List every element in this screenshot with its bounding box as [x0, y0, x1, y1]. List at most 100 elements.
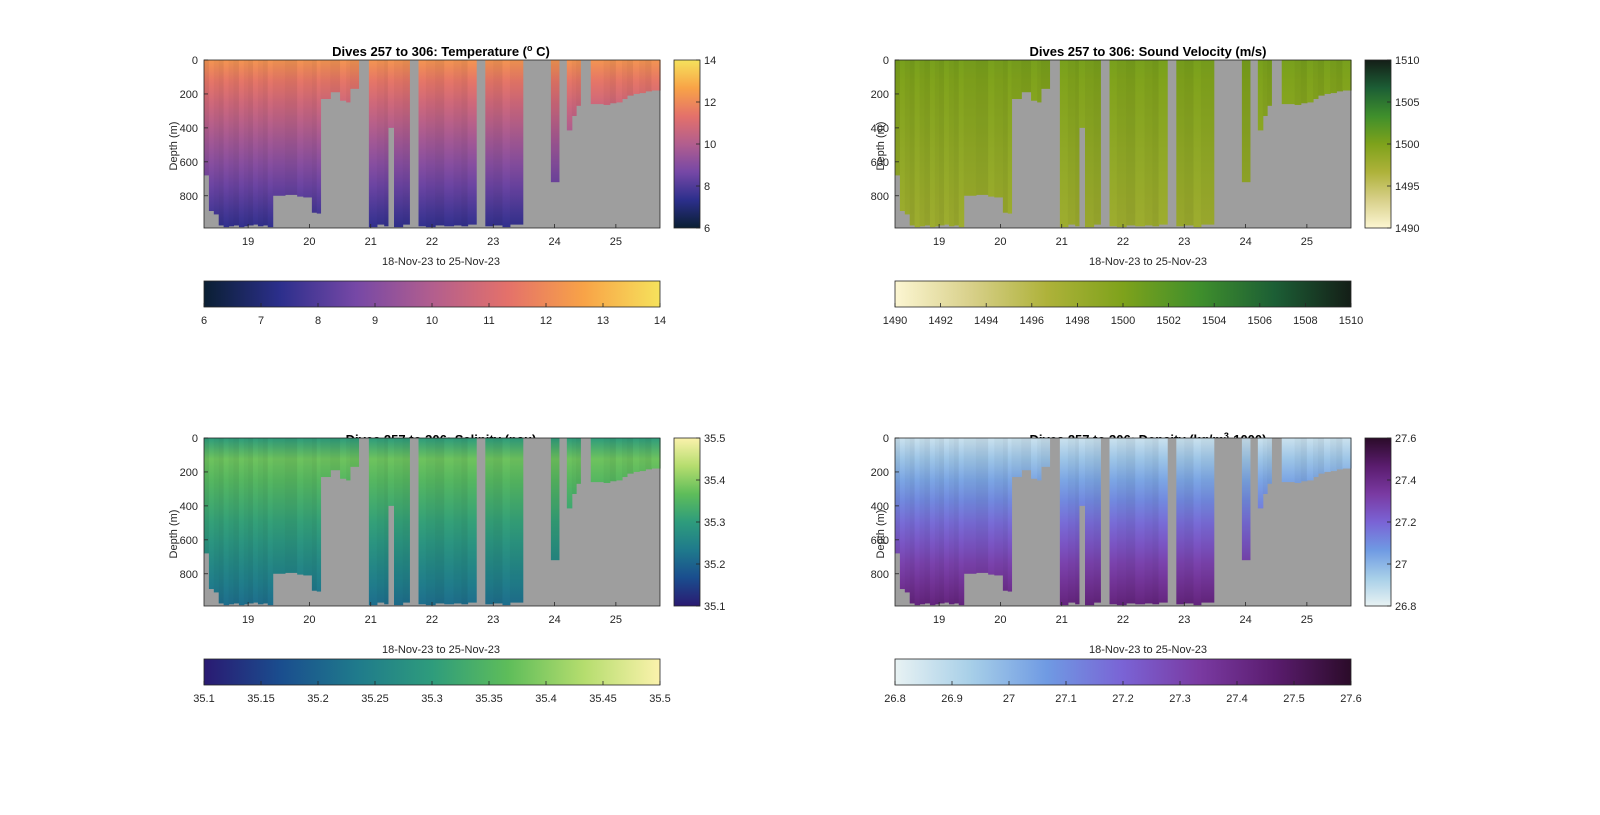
data-column-shade [510, 438, 523, 603]
data-column-shade [485, 438, 494, 604]
data-column [284, 60, 298, 195]
data-column-shade [214, 60, 220, 214]
data-column [1330, 438, 1337, 472]
data-column [1262, 438, 1268, 494]
y-tick-label: 800 [180, 569, 198, 581]
data-column-shade [384, 60, 389, 227]
data-column-shade [1263, 438, 1268, 494]
data-column [909, 438, 916, 604]
data-column [425, 60, 436, 228]
data-column-shade [1300, 60, 1308, 104]
data-column [218, 438, 225, 604]
data-column-shade [1075, 60, 1080, 227]
colorbar-tick-label: 35.3 [421, 693, 442, 705]
data-column [1152, 438, 1160, 605]
x-tick-label: 19 [242, 614, 254, 626]
colorbar-tick-label: 6 [201, 315, 207, 327]
data-column [590, 60, 605, 105]
colorbar-tick-label: 27.1 [1055, 693, 1076, 705]
data-column-shade [233, 438, 240, 604]
data-column [1011, 60, 1022, 100]
data-column-shade [1176, 60, 1185, 226]
x-axis-label: 18-Nov-23 to 25-Nov-23 [382, 256, 500, 268]
data-column [590, 438, 605, 483]
data-column [376, 60, 385, 225]
data-column [550, 60, 560, 183]
x-tick-label: 25 [610, 614, 622, 626]
y-tick-label: 200 [871, 467, 889, 479]
colorbar-tick-label: 35.45 [589, 693, 617, 705]
data-column-shade [1011, 60, 1021, 99]
data-column-shade [349, 60, 360, 89]
x-tick-label: 20 [303, 236, 315, 248]
colorbar-tick-label: 10 [426, 315, 438, 327]
data-column [909, 60, 916, 226]
colorbar-tick-label: 12 [704, 97, 716, 109]
data-column [958, 60, 965, 228]
data-column [233, 60, 240, 226]
colorbar-tick-label: 27.6 [1395, 433, 1416, 445]
x-axis-label: 18-Nov-23 to 25-Nov-23 [382, 644, 500, 656]
data-column [349, 60, 360, 89]
data-column-shade [453, 438, 462, 603]
colorbar-vertical: 35.1 35.2 35.3 35.4 35.5 [673, 433, 725, 613]
data-column-shade [895, 438, 901, 554]
data-column [253, 60, 259, 225]
data-column-shade [572, 438, 577, 494]
data-column-shade [1295, 438, 1302, 483]
data-column [934, 60, 940, 227]
data-column [272, 438, 286, 574]
data-column [1002, 438, 1009, 591]
colorbar-tick-label: 35.5 [704, 433, 725, 445]
colorbar-tick-label: 9 [372, 315, 378, 327]
data-column [1040, 60, 1051, 89]
colorbar-tick-label: 27.6 [1340, 693, 1361, 705]
x-tick-label: 23 [1178, 236, 1190, 248]
data-column [368, 438, 378, 606]
data-column [453, 438, 463, 604]
data-column-shade [1040, 60, 1051, 89]
y-tick-label: 200 [871, 89, 889, 101]
data-column [1031, 438, 1038, 479]
data-column-shade [1336, 438, 1344, 470]
data-column-shade [1093, 438, 1101, 603]
data-column [1007, 438, 1013, 592]
colorbar-tick-label: 35.4 [704, 475, 725, 487]
x-tick-label: 24 [1239, 236, 1251, 248]
colorbar-tick-label: 27.2 [1395, 517, 1416, 529]
data-column [1085, 438, 1095, 606]
colorbar-vertical: 6 8 10 12 14 [673, 55, 716, 235]
data-column [262, 438, 269, 604]
data-column-shade [622, 60, 628, 99]
data-column-shade [924, 438, 931, 604]
data-column-shade [1201, 438, 1214, 603]
data-column-shade [604, 60, 611, 105]
data-column [303, 438, 313, 576]
data-column [975, 60, 989, 195]
data-column-shade [1300, 438, 1308, 482]
colorbar-tick-label: 1505 [1395, 97, 1419, 109]
data-column [622, 438, 628, 478]
data-column [550, 438, 560, 561]
data-column [243, 60, 249, 227]
data-column-shade [1184, 438, 1195, 604]
data-column [571, 60, 577, 116]
data-column [571, 438, 577, 494]
data-column-shade [258, 60, 264, 226]
data-column-shade [244, 60, 249, 226]
colorbar-vertical-bar [673, 437, 701, 607]
data-column-shade [1126, 438, 1136, 604]
data-column-shade [303, 60, 312, 197]
data-column [1037, 60, 1042, 103]
data-column [603, 60, 611, 105]
data-column [316, 60, 322, 214]
data-column-shade [622, 438, 628, 477]
colorbar-tick-label: 10 [704, 139, 716, 151]
data-column [1317, 60, 1325, 96]
data-column [1144, 60, 1154, 226]
data-column-shade [994, 60, 1003, 197]
data-column-shade [939, 438, 945, 604]
data-column-shade [1021, 438, 1032, 471]
colorbar-horizontal: 26.8 26.9 27 27.1 27.2 27.3 27.4 27.5 27.6 [884, 658, 1362, 705]
